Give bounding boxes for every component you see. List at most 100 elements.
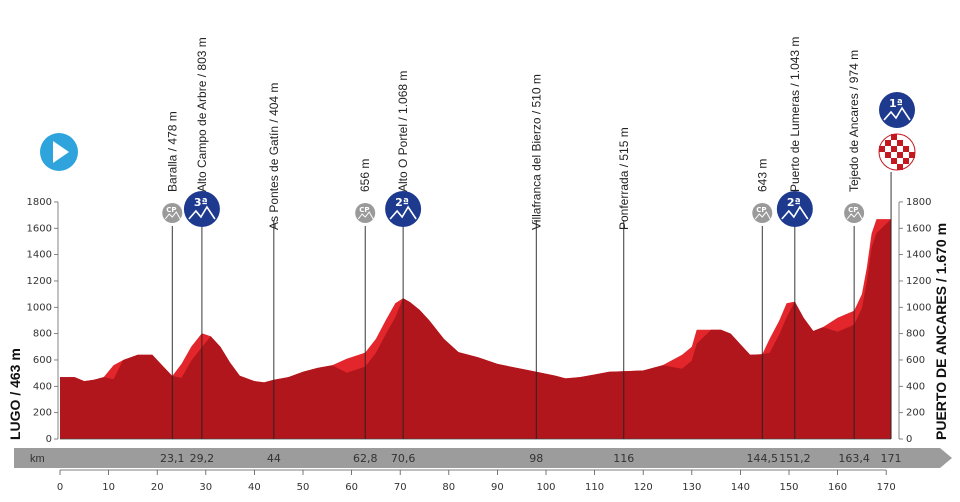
x-tick-12: 120 <box>634 482 653 493</box>
x-tick-9: 90 <box>491 482 504 493</box>
x-tick-1: 10 <box>102 482 115 493</box>
flag-square <box>903 158 909 164</box>
x-tick-6: 60 <box>345 482 358 493</box>
mountain-badge-4 <box>385 191 422 227</box>
y-tick-left-4: 800 <box>33 329 52 340</box>
flag-square <box>885 152 891 158</box>
y-tick-left-1: 200 <box>33 408 52 419</box>
km-value-9: 163,4 <box>838 452 870 465</box>
flag-square <box>897 164 903 170</box>
summit-badges: 1ª <box>878 92 916 171</box>
summit-badge-text: 1ª <box>889 97 903 110</box>
flag-square <box>891 134 897 140</box>
km-value-1: 29,2 <box>190 452 215 465</box>
km-value-6: 116 <box>613 452 634 465</box>
flag-square <box>909 152 915 158</box>
waypoint-label-3: 656 m <box>358 159 372 192</box>
waypoint-label-7: 643 m <box>755 159 769 192</box>
mountain-badge-1 <box>183 191 220 227</box>
sprint-badge-mountain-0 <box>164 211 181 220</box>
y-tick-left-6: 1200 <box>27 276 52 287</box>
sprint-badge-text-3: CP <box>359 206 369 214</box>
y-tick-left-5: 1000 <box>27 302 52 313</box>
km-value-3: 62,8 <box>353 452 378 465</box>
x-tick-3: 30 <box>199 482 212 493</box>
sprint-badge-9 <box>844 203 865 223</box>
x-axis: 0 10 20 30 40 50 60 70 80 90 100 110 120 130 140 150 160… <box>57 469 896 493</box>
x-tick-16: 160 <box>828 482 847 493</box>
flag-square <box>891 146 897 152</box>
y-tick-left-9: 1800 <box>27 197 52 208</box>
finish-flag-icon <box>878 133 916 171</box>
km-value-8: 151,2 <box>779 452 811 465</box>
y-tick-right-2: 400 <box>906 381 925 392</box>
finish-label: PUERTO DE ANCARES / 1.670 m <box>933 223 949 440</box>
waypoint-label-6: Ponferrada / 515 m <box>617 127 631 230</box>
mountain-badge-peaks-4 <box>389 205 417 220</box>
sprint-badge-mountain-7 <box>754 211 771 220</box>
km-value-0: 23,1 <box>160 452 185 465</box>
y-tick-right-9: 1800 <box>906 197 931 208</box>
y-tick-right-1: 200 <box>906 408 925 419</box>
km-value-5: 98 <box>529 452 543 465</box>
km-bar <box>14 448 952 468</box>
x-tick-8: 80 <box>442 482 455 493</box>
y-tick-right-0: 0 <box>906 434 912 445</box>
y-tick-right-4: 800 <box>906 329 925 340</box>
mountain-badge-peaks-1 <box>188 205 216 220</box>
waypoint-label-4: Alto O Portel / 1.068 m <box>396 71 410 192</box>
sprint-badge-mountain-9 <box>846 211 863 220</box>
sprint-badge-mountain-3 <box>357 211 374 220</box>
y-axis-right: 0 200 400 600 800 1000 1200 1400 1600 1800 <box>898 197 931 445</box>
mountain-badge-peaks-8 <box>781 205 809 220</box>
mountain-badge-text-1: 3ª <box>194 196 208 209</box>
y-tick-left-3: 600 <box>33 355 52 366</box>
waypoint-label-9: Tejedo de Ancares / 974 m <box>847 50 861 192</box>
y-tick-left-0: 0 <box>46 434 52 445</box>
x-tick-11: 110 <box>585 482 604 493</box>
km-value-10: 171 <box>881 452 902 465</box>
y-tick-left-7: 1400 <box>27 250 52 261</box>
waypoint-label-0: Baralla / 478 m <box>165 111 179 192</box>
flag-square <box>891 158 897 164</box>
sprint-badge-0 <box>162 203 183 223</box>
x-tick-13: 130 <box>682 482 701 493</box>
start-label: LUGO / 463 m <box>7 348 23 440</box>
waypoint-label-1: Alto Campo de Arbre / 803 m <box>195 37 209 192</box>
x-tick-4: 40 <box>248 482 261 493</box>
flag-square <box>897 140 903 146</box>
x-tick-17: 170 <box>877 482 896 493</box>
profile-body <box>60 219 892 439</box>
sprint-badge-text-0: CP <box>166 206 176 214</box>
sprint-badge-7 <box>752 203 773 223</box>
x-tick-7: 70 <box>394 482 407 493</box>
y-tick-right-6: 1200 <box>906 276 931 287</box>
flag-square <box>885 140 891 146</box>
km-bar-label: km <box>30 453 45 465</box>
flag-square <box>897 152 903 158</box>
sprint-badge-3 <box>355 203 376 223</box>
mountain-badge-8 <box>776 191 813 227</box>
flag-square <box>879 146 885 152</box>
km-values: 23,1 29,2 44 62,8 70,6 98 116 144,5 151,2 163,4 17… <box>160 452 902 465</box>
y-tick-right-5: 1000 <box>906 302 931 313</box>
waypoint-label-5: Villafranca del Bierzo / 510 m <box>529 74 543 230</box>
summit-category-icon: 1ª <box>879 92 915 128</box>
y-tick-left-8: 1600 <box>27 223 52 234</box>
elevation-profile <box>60 219 892 440</box>
mountain-badge-text-4: 2ª <box>395 196 409 209</box>
sprint-badge-text-7: CP <box>756 206 766 214</box>
km-value-2: 44 <box>267 452 281 465</box>
x-tick-5: 50 <box>297 482 310 493</box>
x-tick-0: 0 <box>57 482 63 493</box>
waypoints: Baralla / 478 m CP Alto Campo de Arbre / 8… <box>162 37 892 439</box>
km-value-4: 70,6 <box>391 452 416 465</box>
y-tick-right-7: 1400 <box>906 250 931 261</box>
sprint-badge-text-9: CP <box>848 206 858 214</box>
start-icon <box>40 133 78 171</box>
x-tick-15: 150 <box>779 482 798 493</box>
y-tick-right-3: 600 <box>906 355 925 366</box>
y-axis-left: 0 200 400 600 800 1000 1200 1400 1600 1800 <box>27 197 59 445</box>
x-tick-2: 20 <box>151 482 164 493</box>
